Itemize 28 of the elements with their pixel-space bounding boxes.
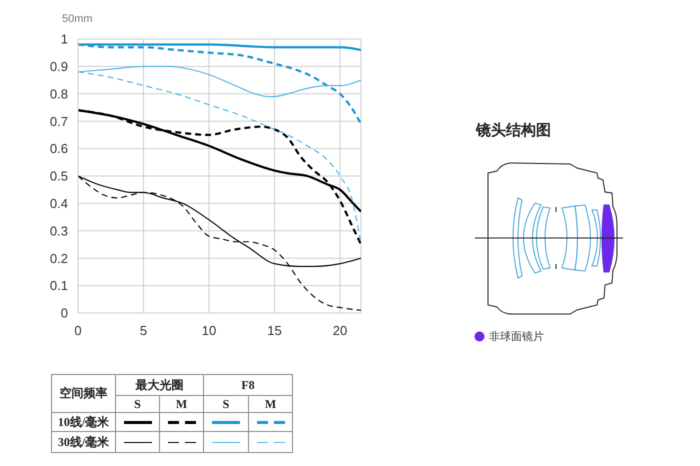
x-tick-label: 10 <box>202 323 216 338</box>
chart-title: 50mm <box>62 13 93 25</box>
y-tick-label: 0.4 <box>50 196 68 212</box>
text: S <box>204 396 248 412</box>
text: 10线/毫米 <box>52 412 116 432</box>
text: 30线/毫米 <box>52 432 116 452</box>
text: 最大光圈 <box>116 374 204 396</box>
y-tick-label: 0.2 <box>50 250 68 266</box>
text: F8 <box>204 374 292 396</box>
x-tick-label: 15 <box>267 323 282 338</box>
text: 镜头结构图 <box>476 121 551 140</box>
text: M <box>160 396 204 412</box>
text: 非球面镜片 <box>489 330 544 344</box>
y-tick-label: 1 <box>60 32 68 47</box>
y-tick-label: 0.1 <box>50 278 68 294</box>
y-tick-label: 0.5 <box>50 168 68 184</box>
y-tick-label: 0 <box>60 306 68 321</box>
legend-title: 空间频率 <box>52 374 116 412</box>
text: S <box>116 396 160 412</box>
y-tick-label: 0.9 <box>50 59 68 74</box>
y-tick-label: 0.8 <box>50 86 68 102</box>
x-tick-label: 5 <box>140 323 148 338</box>
x-tick-label: 0 <box>74 323 82 338</box>
text: M <box>248 396 292 412</box>
y-tick-label: 0.7 <box>50 114 68 129</box>
y-tick-label: 0.3 <box>50 223 68 238</box>
x-tick-label: 20 <box>332 323 348 338</box>
y-tick-label: 0.6 <box>50 141 68 156</box>
